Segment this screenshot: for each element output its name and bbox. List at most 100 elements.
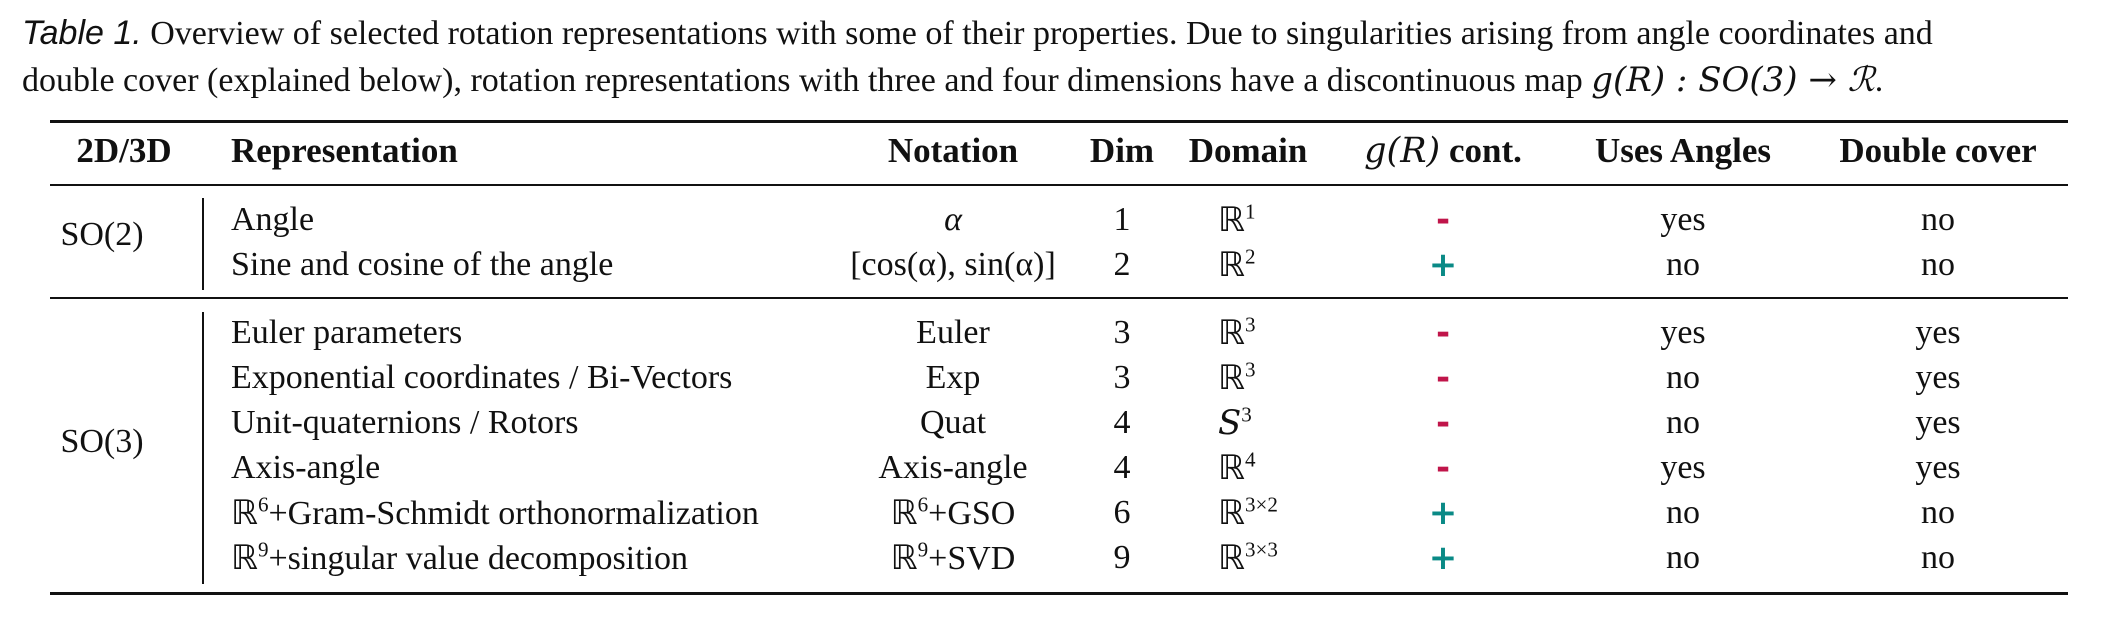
domain-base: ℝ xyxy=(1218,200,1245,240)
cell-double-cover: no xyxy=(1921,201,1955,238)
cell-representation: ℝ9+singular value decomposition xyxy=(231,538,688,579)
header-dim: Dim xyxy=(1089,131,1155,170)
cell-continuity: - xyxy=(1435,313,1451,353)
cell-representation: Exponential coordinates / Bi-Vectors xyxy=(231,359,733,396)
cell-dim: 4 xyxy=(1113,449,1131,486)
group-label-so2: SO(2) xyxy=(60,216,144,253)
cell-uses-angles: no xyxy=(1666,494,1700,531)
cell-representation: Euler parameters xyxy=(231,314,463,351)
header-notation: Notation xyxy=(887,131,1019,170)
cell-representation: Angle xyxy=(231,201,315,238)
cell-notation: ℝ6+GSO xyxy=(891,493,1016,534)
top-rule xyxy=(50,120,2068,123)
cell-dim: 3 xyxy=(1113,359,1131,396)
cell-double-cover: yes xyxy=(1915,404,1961,441)
cell-representation: Axis-angle xyxy=(231,449,381,486)
domain-base: ℝ xyxy=(1218,245,1245,285)
cell-uses-angles: no xyxy=(1666,539,1700,576)
cell-dim: 2 xyxy=(1113,246,1131,283)
representation-base: ℝ xyxy=(231,538,258,578)
caption-math: g(R) : SO(3) → ℛ xyxy=(1591,60,1875,100)
cell-notation: Axis-angle xyxy=(878,449,1028,486)
domain-exponent: 3×2 xyxy=(1244,492,1278,517)
cell-continuity: + xyxy=(1428,493,1458,533)
header-2d3d: 2D/3D xyxy=(76,131,172,170)
domain-exponent: 3 xyxy=(1241,402,1252,427)
table-caption: Table 1. Overview of selected rotation r… xyxy=(22,10,2107,104)
cell-notation: Euler xyxy=(916,314,990,351)
cell-double-cover: yes xyxy=(1915,359,1961,396)
caption-line2: double cover (explained below), rotation… xyxy=(22,62,1592,99)
cell-uses-angles: no xyxy=(1666,246,1700,283)
cell-dim: 9 xyxy=(1113,539,1131,576)
domain-exponent: 3 xyxy=(1244,312,1256,337)
notation-text: +GSO xyxy=(928,495,1016,532)
domain-base: ℝ xyxy=(1218,538,1245,578)
domain-base: ℝ xyxy=(1218,313,1245,353)
cell-domain: ℝ2 xyxy=(1218,245,1255,286)
cell-dim: 6 xyxy=(1113,494,1131,531)
cell-dim: 1 xyxy=(1113,201,1131,238)
cell-notation: Exp xyxy=(925,359,981,396)
cell-double-cover: no xyxy=(1921,539,1955,576)
cell-continuity: + xyxy=(1428,245,1458,285)
notation-text: +SVD xyxy=(928,540,1016,577)
cell-representation: Unit-quaternions / Rotors xyxy=(231,404,579,441)
notation-exponent: 6 xyxy=(917,492,929,517)
bottom-rule xyxy=(50,592,2068,595)
cell-continuity: + xyxy=(1428,538,1458,578)
header-representation: Representation xyxy=(231,131,458,170)
cell-uses-angles: yes xyxy=(1660,201,1706,238)
header-continuity: g(R) cont. xyxy=(1364,131,1522,171)
header-continuity-text: cont. xyxy=(1440,131,1522,170)
header-rule xyxy=(50,184,2068,186)
cell-domain: ℝ3×3 xyxy=(1218,538,1278,579)
group-divider-so2 xyxy=(202,198,204,290)
cell-continuity: - xyxy=(1435,358,1451,398)
group-divider-so3 xyxy=(202,312,204,584)
caption-label: Table 1. xyxy=(22,14,142,52)
representation-text: +singular value decomposition xyxy=(268,540,689,577)
cell-dim: 4 xyxy=(1113,404,1131,441)
cell-representation: Sine and cosine of the angle xyxy=(231,246,614,283)
cell-domain: ℝ3×2 xyxy=(1218,493,1278,534)
cell-uses-angles: no xyxy=(1666,359,1700,396)
group-label-so3: SO(3) xyxy=(60,423,144,460)
cell-notation: [cos(α), sin(α)] xyxy=(850,246,1056,283)
cell-double-cover: yes xyxy=(1915,449,1961,486)
representation-exponent: 6 xyxy=(257,492,269,517)
cell-continuity: - xyxy=(1435,403,1451,443)
domain-exponent: 2 xyxy=(1244,244,1256,269)
domain-exponent: 4 xyxy=(1244,447,1256,472)
domain-exponent: 3 xyxy=(1244,357,1256,382)
cell-notation: ℝ9+SVD xyxy=(891,538,1016,579)
cell-notation: α xyxy=(944,201,962,238)
representation-base: ℝ xyxy=(231,493,258,533)
cell-continuity: - xyxy=(1435,200,1451,240)
cell-domain: ℝ1 xyxy=(1218,200,1255,241)
cell-representation: ℝ6+Gram-Schmidt orthonormalization xyxy=(231,493,759,534)
domain-base: ℝ xyxy=(1218,493,1245,533)
domain-base: ℝ xyxy=(1218,358,1245,398)
cell-domain: S3 xyxy=(1218,403,1252,444)
cell-domain: ℝ3 xyxy=(1218,358,1255,399)
cell-double-cover: no xyxy=(1921,494,1955,531)
cell-notation: Quat xyxy=(919,404,987,441)
header-domain: Domain xyxy=(1188,131,1308,170)
group-rule xyxy=(50,297,2068,299)
caption-period: . xyxy=(1874,62,1884,99)
cell-double-cover: yes xyxy=(1915,314,1961,351)
header-double-cover: Double cover xyxy=(1839,131,2037,170)
header-continuity-math: g(R) xyxy=(1364,131,1441,171)
domain-exponent: 3×3 xyxy=(1244,537,1278,562)
cell-domain: ℝ4 xyxy=(1218,448,1255,489)
cell-uses-angles: yes xyxy=(1660,314,1706,351)
domain-exponent: 1 xyxy=(1244,199,1256,224)
cell-dim: 3 xyxy=(1113,314,1131,351)
caption-line1: Overview of selected rotation representa… xyxy=(150,15,1933,52)
domain-base: ℝ xyxy=(1218,448,1245,488)
cell-domain: ℝ3 xyxy=(1218,313,1255,354)
cell-uses-angles: no xyxy=(1666,404,1700,441)
notation-base: ℝ xyxy=(890,493,918,533)
representation-exponent: 9 xyxy=(257,537,269,562)
